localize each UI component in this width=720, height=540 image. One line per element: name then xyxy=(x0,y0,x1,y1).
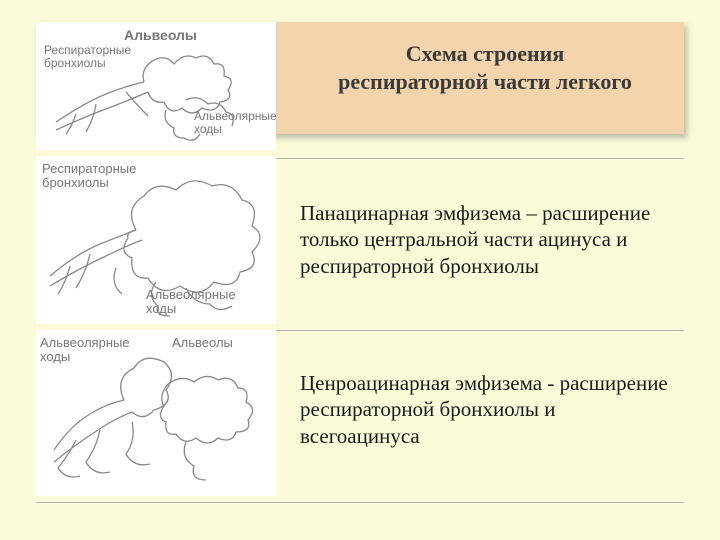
label-resp-bronchiole-2: Респираторныебронхиолы xyxy=(42,162,136,189)
label-resp-bronchiole-1: Респираторныебронхиолы xyxy=(44,44,131,69)
label-alv-ducts-1: Альвеолярныеходы xyxy=(194,110,277,135)
diagram-panacinar: Респираторныебронхиолы Альвеолярныеходы xyxy=(36,156,276,324)
paragraph-centroacinar: Ценроацинарная эмфизема - расширение рес… xyxy=(300,370,670,449)
separator-3 xyxy=(36,502,684,503)
slide-page: Схема строенияреспираторной части легког… xyxy=(0,0,720,540)
paragraph-panacinar: Панацинарная эмфизема – расширение тольк… xyxy=(300,200,670,279)
label-alveoli-3: Альвеолы xyxy=(172,336,233,350)
label-alv-ducts-3: Альвеолярныеходы xyxy=(40,336,130,363)
page-title: Схема строенияреспираторной части легког… xyxy=(300,40,670,95)
label-alveoli-1: Альвеолы xyxy=(124,28,197,43)
diagram-centroacinar: Альвеолярныеходы Альвеолы xyxy=(36,330,276,496)
label-alv-ducts-2: Альвеолярныеходы xyxy=(146,288,236,315)
diagram-column: Альвеолы Респираторныебронхиолы Альвеоля… xyxy=(36,22,276,496)
diagram-normal: Альвеолы Респираторныебронхиолы Альвеоля… xyxy=(36,22,276,150)
